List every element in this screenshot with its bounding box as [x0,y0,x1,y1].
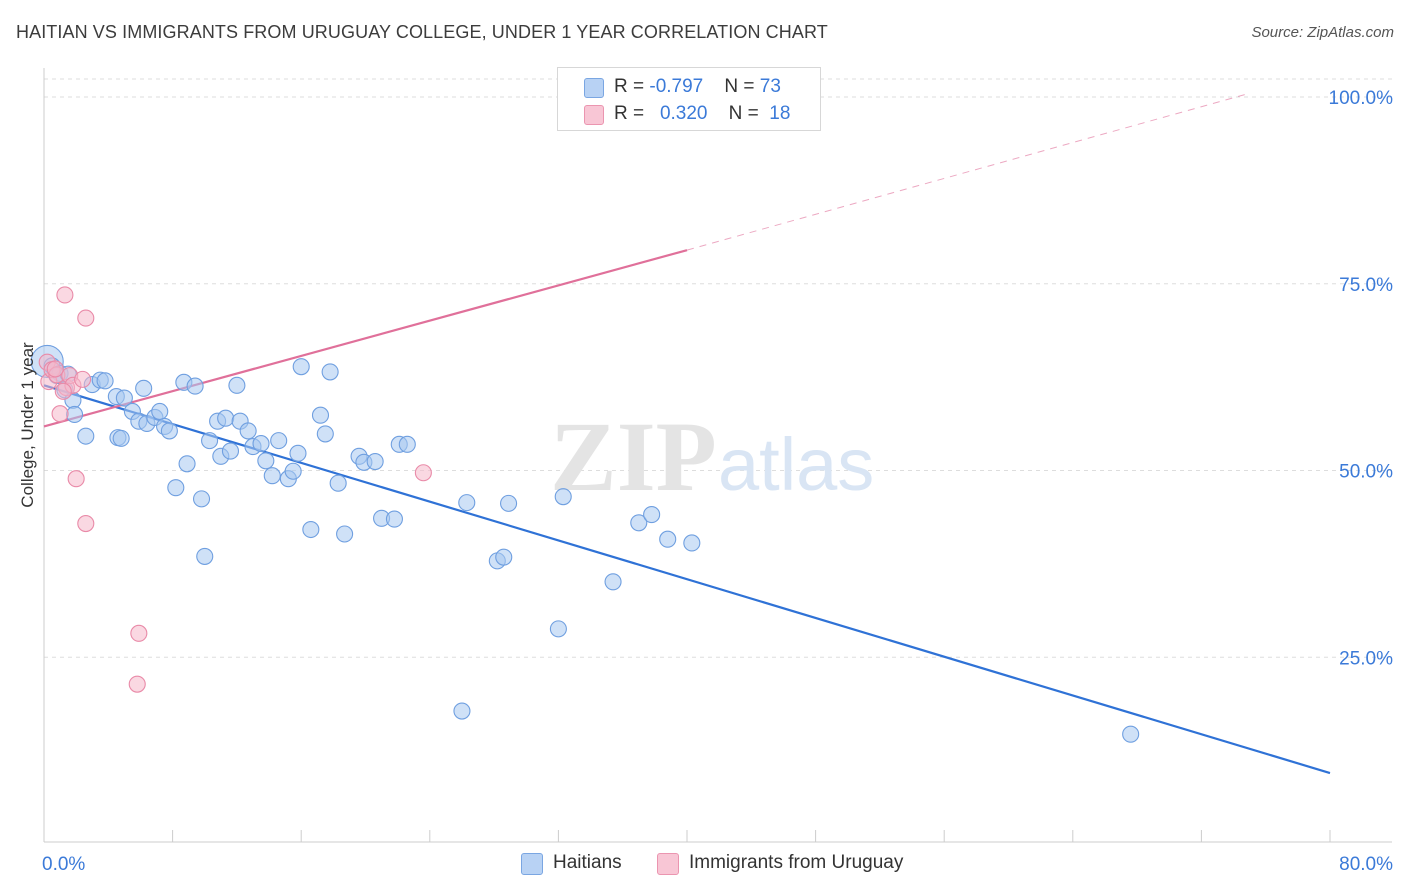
x-tick-label: 0.0% [42,854,85,875]
data-point-pink [128,675,146,693]
data-point-blue [135,379,153,397]
legend-swatch-blue [584,78,604,98]
data-point-blue [239,422,257,440]
y-axis-label-container: College, Under 1 year [16,270,40,580]
data-point-pink [56,286,74,304]
source-credit: Source: ZipAtlas.com [1251,24,1394,41]
data-point-blue [316,425,334,443]
data-point-blue [217,409,235,427]
data-point-pink [54,382,72,400]
data-point-blue [201,432,219,450]
data-point-blue [336,525,354,543]
data-point-blue [549,620,567,638]
legend-r-label: R = [614,103,650,124]
data-point-blue [453,702,471,720]
legend-swatch-blue [521,853,543,875]
data-point-blue [257,452,275,470]
x-tick-label: 80.0% [1339,854,1393,875]
legend-label-uruguay: Immigrants from Uruguay [689,852,904,873]
watermark-zip: ZIP [550,401,717,512]
chart-title: HAITIAN VS IMMIGRANTS FROM URUGUAY COLLE… [16,22,828,42]
data-point-blue [366,452,384,471]
data-point-blue [186,377,204,395]
data-point-blue [115,389,133,407]
data-point-blue [289,444,307,462]
data-point-blue [458,494,476,512]
data-point-blue [630,514,648,532]
y-tick-label: 75.0% [1339,275,1393,296]
data-point-blue [683,534,701,552]
trend-line-pink [43,249,688,428]
legend-swatch-pink [657,853,679,875]
correlation-legend: R = -0.797 N = 73 R = 0.320 N = 18 [557,67,821,131]
data-point-blue [112,429,130,447]
data-point-pink [130,624,148,642]
data-point-pink [414,464,432,482]
data-point-blue [311,406,330,424]
gridlines [44,78,1392,658]
data-point-blue [270,432,288,450]
data-point-blue [292,358,310,376]
watermark-atlas: atlas [718,423,874,506]
data-point-blue [96,372,114,390]
data-point-blue [263,467,281,485]
data-point-pink [51,405,69,423]
axes [43,68,1392,843]
watermark: ZIP atlas [550,401,874,512]
legend-n-value: 73 [759,76,781,97]
data-point-blue [151,402,169,421]
tick-labels: 25.0% 50.0% 75.0% 100.0% 0.0% 80.0% [42,88,1393,875]
data-point-blue [329,474,347,492]
data-point-blue [385,510,403,528]
data-point-blue [65,405,84,424]
data-points [30,286,1140,743]
legend-r-value: -0.797 [649,76,704,97]
y-axis-label: College, Under 1 year [18,342,37,508]
data-point-pink [46,360,64,378]
legend-n-label: N = [724,76,760,97]
series-legend: Haitians Immigrants from Uruguay [0,852,1406,876]
data-point-blue [398,435,416,453]
legend-r-label: R = [614,76,650,97]
data-point-blue [192,490,211,508]
data-point-blue [495,548,513,566]
data-point-pink [77,514,95,533]
data-point-blue [221,442,240,460]
data-point-blue [604,573,622,591]
data-point-blue [284,462,302,480]
data-point-blue [1122,725,1140,743]
y-tick-label: 50.0% [1339,462,1393,483]
data-point-blue [228,376,246,394]
legend-swatch-pink [584,105,604,125]
data-point-blue [160,422,178,440]
data-point-blue [77,427,95,445]
data-point-blue [643,506,661,524]
legend-n-value: 18 [769,103,791,124]
y-tick-label: 100.0% [1329,88,1394,109]
legend-n-label: N = [728,103,764,124]
data-point-blue [659,530,677,548]
trend-line-extension-pink [686,92,1250,251]
data-point-blue [196,547,214,565]
data-point-pink [77,309,95,327]
legend-label-haitians: Haitians [553,852,622,873]
legend-r-value: 0.320 [659,103,708,124]
data-point-blue [302,520,320,539]
y-tick-label: 25.0% [1339,648,1393,669]
data-point-blue [321,363,339,381]
data-point-blue [167,479,185,497]
data-point-blue [500,494,518,512]
data-point-blue [554,488,572,506]
data-point-pink [74,370,92,388]
data-point-blue [178,455,196,473]
data-point-blue [252,435,270,453]
data-point-pink [67,470,85,488]
